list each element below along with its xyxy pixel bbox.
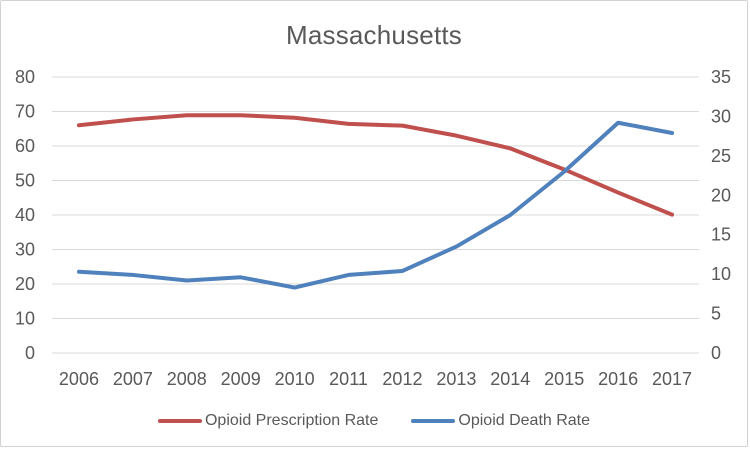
chart-title: Massachusetts	[285, 20, 462, 50]
x-axis-tick-label: 2014	[490, 369, 530, 389]
x-axis-tick-label: 2010	[275, 369, 315, 389]
x-axis-tick-label: 2017	[652, 369, 692, 389]
right-axis-tick-label: 0	[711, 343, 721, 363]
right-axis-tick-label: 30	[711, 106, 731, 126]
left-axis-tick-label: 20	[15, 274, 35, 294]
x-axis-tick-label: 2013	[436, 369, 476, 389]
left-axis-tick-label: 80	[15, 67, 35, 87]
series-line-opioid-prescription-rate	[76, 113, 675, 217]
prescription-rate-line-swatch	[157, 419, 202, 423]
x-axis-tick-label: 2008	[167, 369, 207, 389]
x-axis-tick-label: 2011	[329, 369, 368, 389]
x-axis-tick-label: 2009	[221, 369, 261, 389]
left-axis-tick-label: 30	[15, 240, 35, 260]
left-axis-tick-label: 60	[15, 136, 35, 156]
right-axis-tick-label: 35	[711, 67, 731, 87]
death-rate-line-swatch	[411, 419, 456, 423]
x-axis-tick-label: 2006	[59, 369, 99, 389]
legend: Opioid Prescription Rate Opioid Death Ra…	[1, 412, 747, 430]
series-line-opioid-death-rate	[76, 120, 675, 290]
legend-label-prescription-rate: Opioid Prescription Rate	[204, 412, 379, 429]
left-axis-tick-label: 10	[15, 309, 35, 329]
right-axis-tick-label: 25	[711, 146, 731, 166]
right-axis-tick-label: 5	[711, 304, 721, 324]
x-axis-tick-label: 2015	[544, 369, 584, 389]
x-axis-tick-label: 2012	[382, 369, 422, 389]
left-axis-tick-label: 50	[15, 171, 35, 191]
legend-item-death-rate: Opioid Death Rate	[411, 412, 590, 430]
x-axis-tick-label: 2016	[598, 369, 638, 389]
left-axis-tick-label: 40	[15, 205, 35, 225]
legend-item-prescription-rate: Opioid Prescription Rate	[157, 412, 379, 430]
left-axis-tick-label: 0	[25, 343, 35, 363]
right-axis-tick-label: 15	[711, 225, 731, 245]
left-axis-tick-label: 70	[15, 102, 35, 122]
right-axis-tick-label: 10	[711, 264, 731, 284]
x-axis-tick-label: 2007	[113, 369, 153, 389]
right-axis-tick-label: 20	[711, 185, 731, 205]
legend-label-death-rate: Opioid Death Rate	[458, 412, 591, 429]
